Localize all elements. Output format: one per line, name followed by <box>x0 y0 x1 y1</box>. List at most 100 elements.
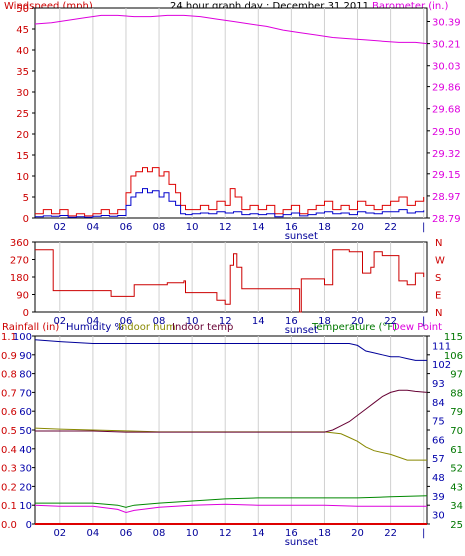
humidity-xtick-3: 08 <box>153 528 166 539</box>
rain-ytick-label-7: 0.7 <box>1 388 17 399</box>
humidity-series-4 <box>34 503 427 514</box>
wind-xtick-11: | <box>422 222 425 233</box>
direction-ytick-label-4: 360 <box>10 238 29 249</box>
temp-ytick-outer-3: 52 <box>450 464 463 475</box>
baro-ytick-label-7: 30.03 <box>432 62 461 73</box>
rain-ytick-label-2: 0.2 <box>1 482 17 493</box>
humidity-ytick-label-9: 90 <box>19 351 32 362</box>
temp-ytick-outer-7: 88 <box>450 388 463 399</box>
humidity-ytick-label-1: 10 <box>19 501 32 512</box>
baro-ytick-label-0: 28.79 <box>432 214 461 225</box>
humidity-ytick-label-0: 0 <box>26 520 32 531</box>
rainfall-axis-label: Rainfall (in) <box>2 322 60 333</box>
wind-ytick-label-0: 0 <box>23 214 29 225</box>
direction-ytick-label-2: 180 <box>10 273 29 284</box>
wind-xtick-4: 10 <box>186 222 199 233</box>
direction-xtick-9: 20 <box>351 316 364 327</box>
rain-ytick-label-8: 0.8 <box>1 370 17 381</box>
temp-ytick-inner-2: 48 <box>432 473 445 484</box>
wind-xtick-10: 22 <box>384 222 397 233</box>
wind-xtick-2: 06 <box>120 222 133 233</box>
direction-xtick-5: 12 <box>219 316 232 327</box>
temp-ytick-outer-5: 70 <box>450 426 463 437</box>
indoor-hum-label: Indoor hum <box>118 322 176 333</box>
temp-ytick-outer-6: 79 <box>450 407 463 418</box>
humidity-xtick-5: 12 <box>219 528 232 539</box>
direction-compass-label-3: W <box>435 256 445 267</box>
humidity-xtick-11: | <box>422 528 425 539</box>
wind-xtick-7: 16 <box>285 222 298 233</box>
wind-ytick-label-5: 25 <box>16 109 29 120</box>
temp-ytick-outer-4: 61 <box>450 445 463 456</box>
humidity-ytick-label-3: 30 <box>19 464 32 475</box>
temp-ytick-inner-5: 75 <box>432 417 445 428</box>
direction-xtick-4: 10 <box>186 316 199 327</box>
direction-sunset-label: sunset <box>285 325 318 336</box>
wind-ytick-label-7: 35 <box>16 67 29 78</box>
baro-ytick-label-4: 29.50 <box>432 127 461 138</box>
direction-compass-label-2: S <box>435 273 441 284</box>
temp-ytick-outer-0: 25 <box>450 520 463 531</box>
humidity-xtick-8: 18 <box>318 528 331 539</box>
rain-ytick-label-6: 0.6 <box>1 407 17 418</box>
humidity-ytick-label-5: 50 <box>19 426 32 437</box>
humidity-xtick-9: 20 <box>351 528 364 539</box>
dew-point-label: Dew Point <box>392 322 443 333</box>
rain-ytick-label-4: 0.4 <box>1 445 17 456</box>
direction-xtick-0: 02 <box>53 316 66 327</box>
wind-xtick-3: 08 <box>153 222 166 233</box>
direction-xtick-2: 06 <box>120 316 133 327</box>
humidity-xtick-4: 10 <box>186 528 199 539</box>
direction-xtick-11: | <box>422 316 425 327</box>
wind-ytick-label-8: 40 <box>16 46 29 57</box>
rain-ytick-label-0: 0.0 <box>1 520 17 531</box>
wind-xtick-1: 04 <box>87 222 100 233</box>
wind-series-2 <box>34 14 428 45</box>
rain-ytick-label-3: 0.3 <box>1 464 17 475</box>
temp-ytick-outer-8: 97 <box>450 370 463 381</box>
temp-ytick-outer-2: 43 <box>450 482 463 493</box>
baro-ytick-label-3: 29.32 <box>432 149 461 160</box>
direction-compass-label-4: N <box>435 238 442 249</box>
wind-xtick-8: 18 <box>318 222 331 233</box>
indoor-temp-label: Indoor temp <box>172 322 234 333</box>
wind-sunset-label: sunset <box>285 231 318 242</box>
wind-xtick-0: 02 <box>53 222 66 233</box>
wind-xtick-6: 14 <box>252 222 265 233</box>
temp-ytick-inner-6: 84 <box>432 398 445 409</box>
temp-ytick-inner-9: 111 <box>432 341 451 352</box>
humidity-xtick-6: 14 <box>252 528 265 539</box>
rain-ytick-label-1: 0.1 <box>1 501 17 512</box>
temp-ytick-inner-0: 30 <box>432 511 445 522</box>
windspeed-axis-label: Windspeed (mph) <box>4 1 93 12</box>
wind-ytick-label-1: 5 <box>23 193 29 204</box>
direction-compass-label-0: N <box>435 308 442 319</box>
direction-xtick-7: 16 <box>285 316 298 327</box>
humidity-ytick-label-7: 70 <box>19 388 32 399</box>
temp-ytick-outer-9: 106 <box>444 351 463 362</box>
direction-compass-label-1: E <box>435 291 441 302</box>
humidity-xtick-10: 22 <box>384 528 397 539</box>
baro-ytick-label-6: 29.86 <box>432 83 461 94</box>
humidity-series-2 <box>35 389 428 433</box>
direction-series-0 <box>35 249 425 313</box>
humidity-series-0 <box>34 339 427 361</box>
rain-ytick-label-5: 0.5 <box>1 426 17 437</box>
temp-ytick-outer-1: 34 <box>450 501 463 512</box>
wind-xtick-5: 12 <box>219 222 232 233</box>
temp-ytick-inner-3: 57 <box>432 454 445 465</box>
wind-ytick-label-10: 50 <box>16 4 29 15</box>
direction-xtick-1: 04 <box>87 316 100 327</box>
direction-xtick-8: 18 <box>318 316 331 327</box>
humidity-xtick-7: 16 <box>285 528 298 539</box>
wind-panel-frame <box>34 7 428 219</box>
wind-ytick-label-9: 45 <box>16 25 29 36</box>
temp-ytick-inner-1: 39 <box>432 492 445 503</box>
temp-ytick-inner-4: 66 <box>432 435 445 446</box>
direction-ytick-label-3: 270 <box>10 256 29 267</box>
barometer-axis-label: Barometer (in.) <box>372 1 449 12</box>
humidity-xtick-1: 04 <box>87 528 100 539</box>
humidity-ytick-label-6: 60 <box>19 407 32 418</box>
